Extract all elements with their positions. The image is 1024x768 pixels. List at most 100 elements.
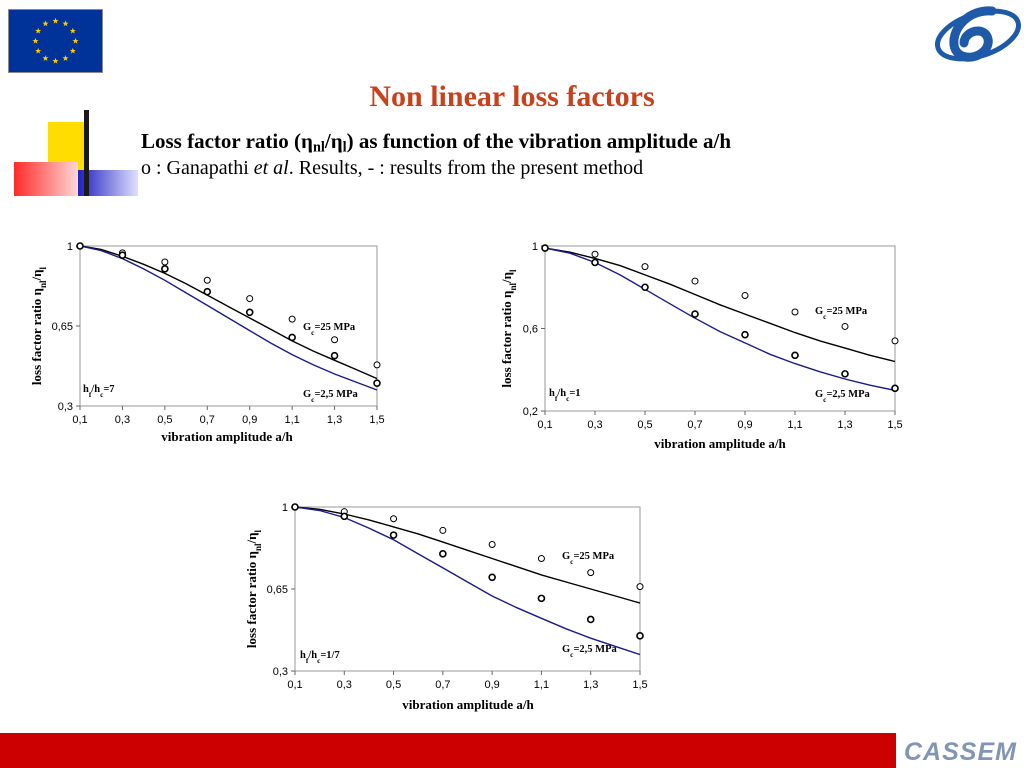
y-tick-label: 0,3 xyxy=(273,666,288,678)
eu-star-icon xyxy=(35,47,42,54)
data-point xyxy=(439,550,447,558)
decorative-blocks xyxy=(14,110,138,196)
x-tick-label: 1,1 xyxy=(284,414,299,426)
subtitle: Loss factor ratio (ηnl/ηl) as function o… xyxy=(141,129,732,156)
y-tick-label: 0,65 xyxy=(52,321,73,333)
footer-bar xyxy=(0,733,896,768)
data-point xyxy=(791,308,799,316)
data-point xyxy=(691,277,699,285)
data-point xyxy=(246,295,254,303)
series-label: Gc=25 MPa xyxy=(562,551,615,566)
x-tick-label: 1,5 xyxy=(632,679,647,691)
data-point xyxy=(288,333,296,342)
data-point xyxy=(636,632,644,640)
caption: o : Ganapathi et al. Results, - : result… xyxy=(141,157,644,179)
data-point xyxy=(641,263,649,271)
x-tick-label: 0,1 xyxy=(537,419,552,431)
y-tick-label: 1 xyxy=(67,241,73,253)
eu-star-icon xyxy=(52,17,59,24)
data-point xyxy=(373,379,381,387)
series-label: Gc=2,5 MPa xyxy=(303,389,358,404)
data-point xyxy=(891,337,899,345)
series-line xyxy=(544,247,896,363)
data-point xyxy=(389,531,398,539)
x-tick-label: 1,1 xyxy=(787,419,802,431)
x-tick-label: 0,1 xyxy=(72,414,87,426)
x-tick-label: 1,3 xyxy=(583,679,598,691)
data-point xyxy=(390,515,398,523)
y-axis-label: loss factor ratio ηnl/ηl xyxy=(499,269,518,388)
y-tick-label: 0,2 xyxy=(523,406,538,418)
data-point xyxy=(488,540,496,548)
series-label: Gc=25 MPa xyxy=(815,306,868,321)
x-tick-label: 0,3 xyxy=(115,414,130,426)
series-label: Gc=2,5 MPa xyxy=(562,644,617,659)
data-point xyxy=(841,322,849,330)
data-point xyxy=(118,251,127,259)
data-point xyxy=(591,250,599,258)
data-point xyxy=(340,512,349,521)
eu-star-icon xyxy=(69,27,76,34)
data-point xyxy=(373,361,381,369)
data-point xyxy=(741,330,749,339)
data-point xyxy=(587,569,595,577)
eu-stars-icon xyxy=(32,17,79,64)
series-label: Gc=25 MPa xyxy=(303,322,356,337)
x-tick-label: 0,5 xyxy=(157,414,172,426)
thickness-ratio-label: hf/hc=7 xyxy=(83,384,115,399)
x-tick-label: 0,7 xyxy=(687,419,702,431)
data-point xyxy=(203,287,212,296)
series-line xyxy=(79,245,378,391)
series-label: Gc=2,5 MPa xyxy=(815,389,870,404)
y-tick-label: 0,3 xyxy=(58,401,73,413)
x-tick-label: 0,5 xyxy=(386,679,401,691)
data-point xyxy=(330,351,339,360)
x-tick-label: 1,1 xyxy=(534,679,549,691)
eu-star-icon xyxy=(69,47,76,54)
data-point xyxy=(591,258,599,267)
thickness-ratio-label: hf/hc=1 xyxy=(549,388,581,403)
chart-hf-hc-1: 0,1 0,3 0,5 0,7 0,9 1,1 1,3 1,5 0,2 0,6 1 Gc=25 MPa… xyxy=(499,241,903,451)
x-tick-label: 0,7 xyxy=(200,414,215,426)
series-line xyxy=(294,506,641,656)
x-tick-label: 1,5 xyxy=(369,414,384,426)
data-point xyxy=(537,555,545,563)
data-point xyxy=(245,308,254,317)
x-tick-label: 0,5 xyxy=(637,419,652,431)
y-tick-label: 1 xyxy=(282,502,288,514)
eu-star-icon xyxy=(35,27,42,34)
x-tick-label: 1,3 xyxy=(327,414,342,426)
eu-flag-logo xyxy=(8,9,103,73)
series-line xyxy=(544,247,896,392)
data-point xyxy=(161,265,169,273)
x-axis-label: vibration amplitude a/h xyxy=(654,436,786,451)
eu-star-icon xyxy=(32,37,39,44)
data-point xyxy=(537,594,546,603)
x-tick-label: 0,7 xyxy=(435,679,450,691)
y-tick-label: 0,6 xyxy=(523,324,538,336)
data-point xyxy=(891,384,899,393)
x-tick-label: 1,5 xyxy=(887,419,902,431)
y-tick-label: 1 xyxy=(532,241,538,253)
data-point xyxy=(203,276,211,284)
data-point xyxy=(741,292,749,299)
series-line xyxy=(79,245,378,380)
x-tick-label: 1,3 xyxy=(837,419,852,431)
x-tick-label: 0,3 xyxy=(337,679,352,691)
eu-star-icon xyxy=(62,20,69,27)
data-point xyxy=(331,336,339,344)
fp6-logo xyxy=(935,6,1021,62)
thickness-ratio-label: hf/hc=1/7 xyxy=(300,650,340,665)
eu-star-icon xyxy=(42,20,49,27)
series-line xyxy=(294,506,641,604)
x-tick-label: 0,3 xyxy=(587,419,602,431)
data-point xyxy=(161,258,169,266)
y-axis-label: loss factor ratio ηnl/ηl xyxy=(244,529,263,648)
x-tick-label: 0,9 xyxy=(737,419,752,431)
eu-star-icon xyxy=(52,57,59,64)
cassem-logo: CASSEM xyxy=(896,733,1024,768)
y-tick-label: 0,65 xyxy=(267,584,288,596)
x-axis-label: vibration amplitude a/h xyxy=(402,697,534,712)
